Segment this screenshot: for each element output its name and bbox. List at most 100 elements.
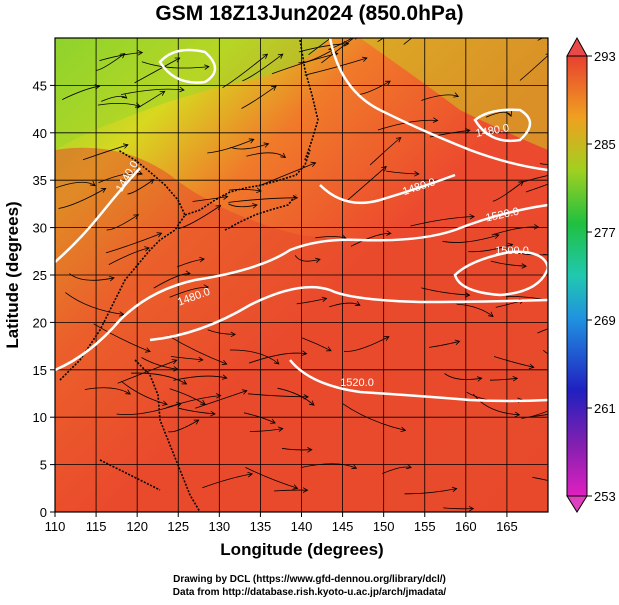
streamline-arrow [381, 165, 387, 172]
streamline-arrow [359, 31, 364, 35]
credits: Drawing by DCL (https://www.gfd-dennou.o… [0, 573, 619, 599]
streamline [202, 473, 253, 489]
streamline [301, 337, 332, 352]
streamline-arrow [506, 111, 512, 117]
streamline-arrow [222, 194, 229, 200]
streamline-arrow [453, 92, 460, 98]
colorbar-tick-label: 253 [594, 489, 616, 504]
streamline [492, 181, 524, 202]
streamline-arrow [277, 426, 284, 432]
streamline-arrow [171, 3, 176, 8]
streamline-arrow [122, 143, 129, 149]
streamline-arrow [400, 426, 407, 433]
streamline-arrow [210, 410, 216, 417]
streamline [321, 38, 355, 64]
streamline [444, 373, 482, 380]
streamline-arrow [545, 53, 548, 55]
streamline [169, 388, 206, 405]
streamline [165, 395, 221, 409]
streamline-arrow [273, 359, 280, 365]
streamline-arrow [221, 374, 228, 380]
streamline-arrow [262, 53, 269, 60]
streamline-arrow [137, 170, 143, 176]
contour-label: 1520.0 [340, 377, 374, 389]
y-tick-label: 20 [33, 315, 47, 330]
streamline-arrow [533, 224, 540, 230]
streamline-arrow [193, 419, 200, 425]
streamline [404, 488, 457, 495]
x-tick-label: 135 [250, 519, 272, 534]
streamline [153, 273, 191, 289]
streamline-arrow [137, 50, 144, 56]
streamline-arrow [307, 447, 313, 453]
streamline-arrow [156, 232, 163, 238]
streamline-arrow [241, 389, 248, 395]
streamline [246, 152, 286, 158]
streamline-arrow [465, 128, 471, 134]
streamline [135, 38, 138, 39]
streamline-arrow [325, 346, 332, 352]
streamline [241, 85, 277, 109]
streamline [141, 61, 209, 69]
streamline [95, 53, 125, 71]
y-tick-label: 30 [33, 221, 47, 236]
streamline [485, 111, 512, 118]
streamline [169, 286, 209, 298]
x-tick-label: 110 [45, 519, 66, 534]
streamline [178, 407, 216, 415]
streamline-arrow [200, 399, 206, 405]
streamline-arrow [432, 117, 439, 123]
y-tick-label: 25 [33, 268, 47, 283]
streamline-arrow [118, 311, 125, 317]
streamline [442, 234, 499, 243]
streamline-arrow [488, 311, 494, 318]
streamline-arrow [383, 336, 390, 342]
x-tick-label: 145 [332, 519, 354, 534]
streamline-arrow [493, 233, 500, 239]
streamline-arrow [394, 26, 399, 31]
streamline-arrow [256, 187, 262, 193]
streamline-arrow [464, 292, 471, 298]
streamline-arrow [395, 136, 402, 143]
streamline [120, 380, 168, 405]
y-tick-label: 0 [40, 505, 47, 520]
streamline [141, 357, 178, 370]
coastlines [59, 39, 319, 512]
streamline-arrow [468, 505, 475, 512]
streamline-arrow [528, 363, 535, 370]
streamline [170, 356, 203, 361]
streamline [429, 340, 460, 348]
streamline-arrow [121, 93, 128, 99]
streamline-arrow [451, 486, 458, 493]
streamline-arrow [310, 161, 317, 167]
streamline [105, 232, 162, 254]
chart-title: GSM 18Z13Jun2024 (850.0hPa) [155, 2, 464, 25]
colorbar-tick-label: 269 [594, 313, 616, 328]
x-tick-label: 150 [373, 519, 395, 534]
streamline [229, 349, 280, 365]
streamline [121, 88, 185, 95]
x-axis-ticks: 110 115 120 125 130 135 140 145 150 155 160 165 [45, 512, 518, 534]
colorbar-tick-label: 261 [594, 401, 616, 416]
streamline [98, 172, 143, 184]
streamline-arrow [561, 29, 566, 34]
streamline-arrow [204, 64, 210, 70]
streamline-arrow [162, 400, 168, 406]
streamline-arrow [199, 256, 205, 263]
x-tick-label: 130 [208, 519, 230, 534]
streamline [468, 244, 513, 253]
streamline [491, 226, 539, 236]
streamline-arrow [252, 203, 258, 209]
streamline [489, 377, 518, 381]
streamline-arrow [263, 142, 270, 148]
x-tick-label: 115 [86, 519, 107, 534]
streamline-arrow [144, 347, 151, 353]
streamline [230, 143, 269, 150]
streamline-arrow [354, 300, 361, 306]
streamline [304, 57, 368, 76]
streamline-arrow [514, 411, 521, 418]
streamline [62, 85, 100, 100]
streamline [315, 236, 346, 239]
streamline-arrow [109, 276, 115, 282]
